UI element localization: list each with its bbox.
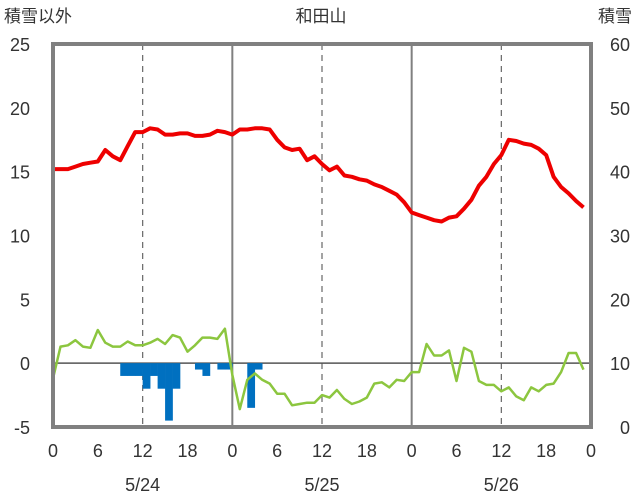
precip-bar (224, 363, 233, 370)
precip-bar (135, 363, 143, 376)
lines-layer (51, 126, 585, 411)
x-tick-label: 0 (407, 441, 417, 461)
temperature-line (53, 126, 585, 224)
precip-bar (165, 363, 173, 421)
precip-bar (127, 363, 136, 376)
y-right-tick-label: 60 (610, 35, 630, 55)
y-right-tick-label: 50 (610, 99, 630, 119)
y-right-tick-label: 30 (610, 227, 630, 247)
x-tick-label: 6 (93, 441, 103, 461)
y-left-tick-label: 0 (20, 354, 30, 374)
y-left-tick-label: 5 (20, 290, 30, 310)
x-day-label: 5/26 (484, 475, 519, 495)
x-tick-label: 6 (272, 441, 282, 461)
y-left-tick-label: 15 (10, 163, 30, 183)
precip-bar (217, 363, 226, 370)
precip-bar (247, 363, 256, 408)
precip-bar (172, 363, 181, 389)
x-tick-label: 18 (536, 441, 556, 461)
y-right-tick-label: 40 (610, 163, 630, 183)
precip-bar (142, 363, 151, 389)
x-day-label: 5/24 (125, 475, 160, 495)
x-day-label: 5/25 (304, 475, 339, 495)
x-tick-label: 0 (227, 441, 237, 461)
x-tick-label: 0 (48, 441, 58, 461)
x-tick-label: 6 (451, 441, 461, 461)
x-tick-label: 12 (491, 441, 511, 461)
left-axis-label: 積雪以外 (4, 7, 72, 27)
ticks-layer: -5 0 5 10 15 20 25 0 10 20 30 40 50 60 0 6 12 18 0 6 12 18 0 6 1… (10, 35, 630, 495)
y-right-tick-label: 10 (610, 354, 630, 374)
x-tick-label: 12 (312, 441, 332, 461)
chart-title: 和田山 (296, 7, 347, 27)
y-left-tick-label: 10 (10, 227, 30, 247)
precip-bar (157, 363, 166, 389)
x-tick-label: 0 (586, 441, 596, 461)
frame-layer (51, 42, 593, 429)
precip-bar (202, 363, 211, 376)
green-series-line (51, 327, 585, 411)
y-right-tick-label: 20 (610, 290, 630, 310)
right-axis-label: 積雪 (598, 7, 632, 27)
y-left-tick-label: 25 (10, 35, 30, 55)
x-tick-label: 18 (177, 441, 197, 461)
precip-bar (120, 363, 129, 376)
y-left-tick-label: 20 (10, 99, 30, 119)
precip-bar (150, 363, 158, 376)
precip-bar (254, 363, 263, 370)
y-left-tick-label: -5 (14, 418, 30, 438)
y-right-tick-label: 0 (620, 418, 630, 438)
x-tick-label: 18 (357, 441, 377, 461)
precip-bar (194, 363, 203, 370)
plot-frame (51, 42, 593, 429)
bars-layer (120, 363, 263, 421)
x-tick-label: 12 (133, 441, 153, 461)
